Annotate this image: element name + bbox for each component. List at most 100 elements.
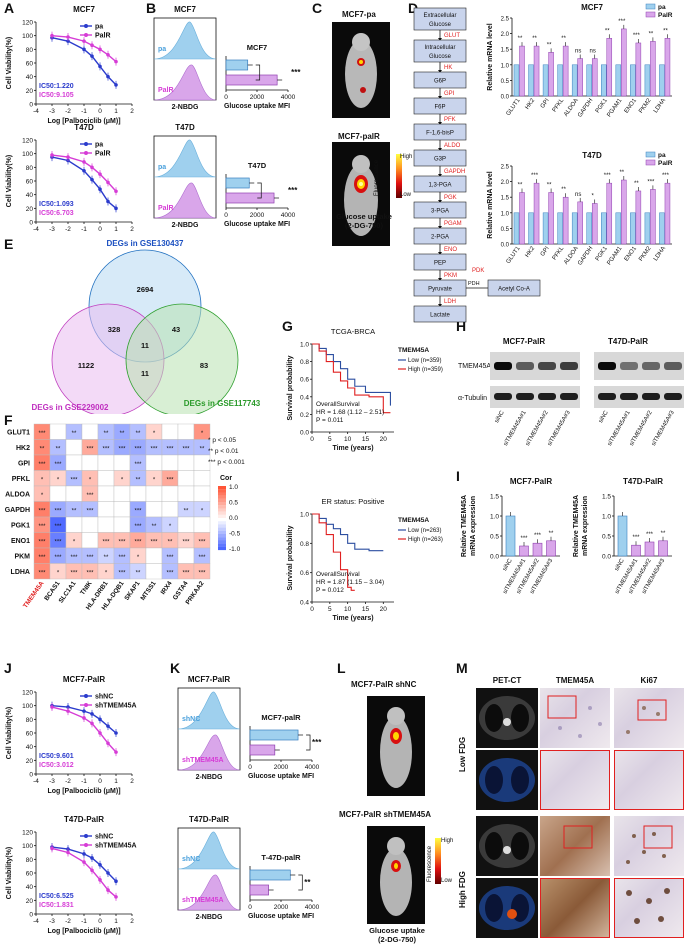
y-tick-label: 120 (22, 690, 33, 697)
bar (644, 541, 655, 557)
enzyme-label: ENO (444, 247, 457, 253)
heatmap-star: *** (54, 524, 62, 530)
bar-tick-label: 4000 (305, 904, 320, 911)
y-tick-label: 1.5 (602, 494, 611, 501)
pathway-node-label: PEP (434, 261, 446, 267)
panel-c-caption: Glucose uptake (2-DG-750) (336, 212, 392, 230)
histogram-a (177, 831, 241, 870)
heatmap-star: * (201, 508, 204, 514)
sig-bracket (255, 64, 261, 81)
legend-gradient-step (218, 530, 226, 535)
scale-title: Fluorescence (374, 159, 380, 196)
stat-line-1: OverallSurvival (316, 571, 360, 578)
blot-band (560, 362, 578, 370)
y-tick-label: 0.0 (490, 554, 499, 561)
legend-marker (84, 142, 88, 146)
bar (519, 545, 529, 557)
hist-title: T47D-PalR (189, 815, 229, 824)
heatmap-cell (193, 516, 211, 533)
heatmap-star: *** (86, 570, 94, 576)
x-tick-label: LDHA (653, 98, 667, 115)
heatmap-star: ** (136, 431, 141, 437)
legend-title: TMEM45A (398, 517, 429, 524)
bar (658, 540, 668, 557)
bar-tick-label: 4000 (281, 212, 296, 219)
bar (532, 542, 543, 557)
sig-bracket (306, 734, 311, 751)
heatmap-star: * (57, 570, 60, 576)
bar-pa (601, 212, 607, 245)
sig-label: *** (618, 19, 626, 25)
scale-low-label-l: Low (441, 878, 453, 884)
x-tick-label: GPI (540, 245, 551, 257)
bar-palr (650, 189, 656, 245)
bar-pa (571, 64, 578, 97)
sig-label: * (592, 193, 595, 199)
x-tick-label: 0 (98, 918, 102, 925)
bar-2 (225, 192, 275, 204)
heatmap-star: *** (38, 539, 46, 545)
hist-x-label: 2-NBDG (196, 774, 223, 781)
y-tick-label: 0.2 (300, 412, 309, 419)
heatmap-cell (193, 485, 211, 502)
bar-palr (591, 58, 598, 97)
x-tick-label: PGAM1 (606, 97, 623, 118)
histogram-b (153, 182, 217, 219)
blot-band (598, 362, 616, 370)
panel-l-top-label: MCF7-PalR shNC (351, 680, 417, 689)
y-tick-label: 0 (29, 772, 33, 779)
hist-title: MCF7 (174, 5, 196, 14)
chart-title: ER status: Positive (322, 497, 385, 506)
lane-label: siNC (494, 409, 506, 424)
heatmap-star: *** (86, 446, 94, 452)
legend-marker (84, 834, 88, 838)
histogram-b (177, 874, 241, 911)
legend-gradient-step (218, 524, 226, 528)
x-tick-label: 2 (130, 918, 134, 925)
pathway-node-label: 2-PGA (431, 235, 449, 241)
legend-label: pa (95, 24, 103, 31)
pathway-node-label: Lactate (430, 313, 450, 319)
x-tick-label: LDHA (653, 246, 667, 263)
venn-circle-c (125, 303, 239, 414)
bar-palr (519, 45, 525, 97)
pathway-node-label: Intracellular (424, 45, 455, 51)
y-tick-label: 80 (26, 857, 34, 864)
x-tick-label: PGK1 (595, 97, 609, 114)
x-tick-label: -2 (65, 226, 71, 233)
pathway-node-label: Pyruvate (428, 287, 452, 293)
y-tick-label: 0.4 (300, 600, 309, 607)
panel-l-caption: Glucose uptake (2-DG-750) (369, 926, 425, 944)
y-tick-label: 0.4 (300, 394, 309, 401)
arrowhead (438, 200, 442, 203)
sig-label: ** (532, 36, 537, 42)
heatmap-star: *** (166, 446, 174, 452)
x-tick-label: -1 (81, 226, 87, 233)
bar-palr (606, 38, 613, 97)
enzyme-label: ALDO (444, 143, 461, 149)
blot-band-tubulin (516, 393, 534, 400)
legend-gradient-step (218, 489, 226, 493)
bar-tick-label: 2000 (274, 764, 289, 771)
x-tick-label: PKM2 (638, 97, 653, 114)
x-tick-label: 0 (310, 606, 314, 613)
heatmap-star: *** (118, 570, 126, 576)
legend-label: shNC (95, 694, 113, 701)
sig-label: ** (547, 42, 552, 48)
ct-image-low (476, 688, 538, 748)
heatmap-star: ** (152, 524, 157, 530)
heatmap-star: *** (134, 446, 142, 452)
legend-gradient-step (218, 521, 226, 525)
heatmap-star: *** (70, 477, 78, 483)
y-tick-label: 40 (26, 744, 34, 751)
legend-gradient-step (218, 540, 226, 544)
bar-title: T-47D-palR (261, 853, 301, 862)
heatmap-cell (81, 454, 99, 471)
heatmap-star: *** (102, 446, 110, 452)
venn-count: 11 (141, 341, 149, 350)
heatmap-cell (97, 516, 115, 533)
panel-g-survival: TCGA-BRCA 0.0 0.2 0.4 0.6 0.8 1.0 0 5 10 15 20 Time … (287, 327, 443, 622)
bar-pa (513, 212, 520, 245)
y-tick-label: 2.5 (501, 165, 510, 171)
sig-label: *** (632, 535, 640, 541)
